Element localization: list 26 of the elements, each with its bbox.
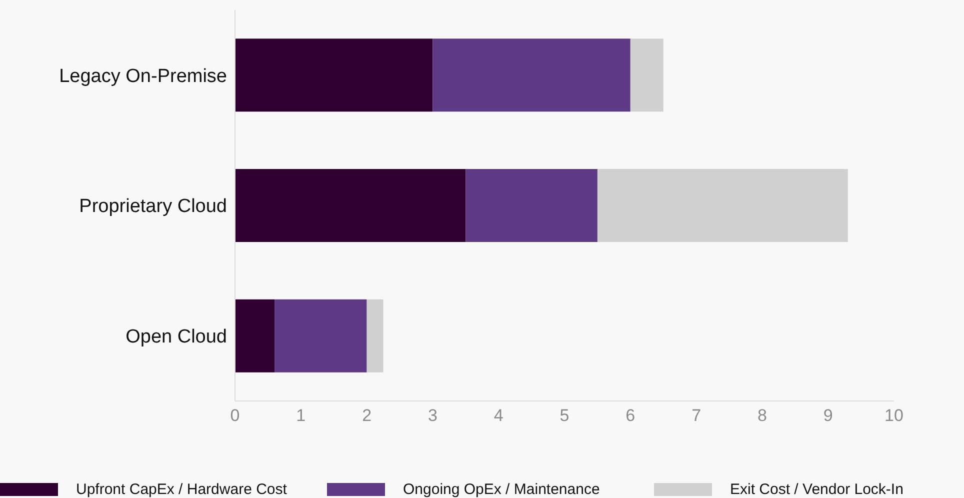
bar [630, 38, 664, 112]
y-tick-label: Proprietary Cloud [79, 196, 227, 218]
x-tick-label: 4 [494, 406, 504, 426]
bar [235, 169, 466, 242]
x-tick-label: 2 [362, 406, 372, 426]
bar [274, 299, 367, 372]
bar [366, 299, 384, 372]
x-tick-label: 8 [757, 406, 767, 426]
bar [597, 169, 848, 242]
legend-label: Ongoing OpEx / Maintenance [403, 481, 600, 498]
y-tick-label: Open Cloud [126, 326, 227, 348]
bar [432, 38, 630, 112]
x-tick-label: 5 [560, 406, 570, 426]
x-tick-label: 9 [823, 406, 833, 426]
bar [466, 169, 598, 242]
legend-label: Upfront CapEx / Hardware Cost [76, 481, 287, 498]
x-tick-label: 10 [884, 406, 904, 426]
x-tick-label: 6 [626, 406, 636, 426]
bar [235, 38, 433, 112]
x-tick-label: 3 [428, 406, 438, 426]
x-tick-label: 0 [230, 406, 240, 426]
bar [235, 299, 275, 372]
x-tick-label: 1 [296, 406, 306, 426]
legend-label: Exit Cost / Vendor Lock-In [730, 481, 904, 498]
x-tick-label: 7 [692, 406, 702, 426]
y-tick-label: Legacy On-Premise [59, 66, 227, 87]
